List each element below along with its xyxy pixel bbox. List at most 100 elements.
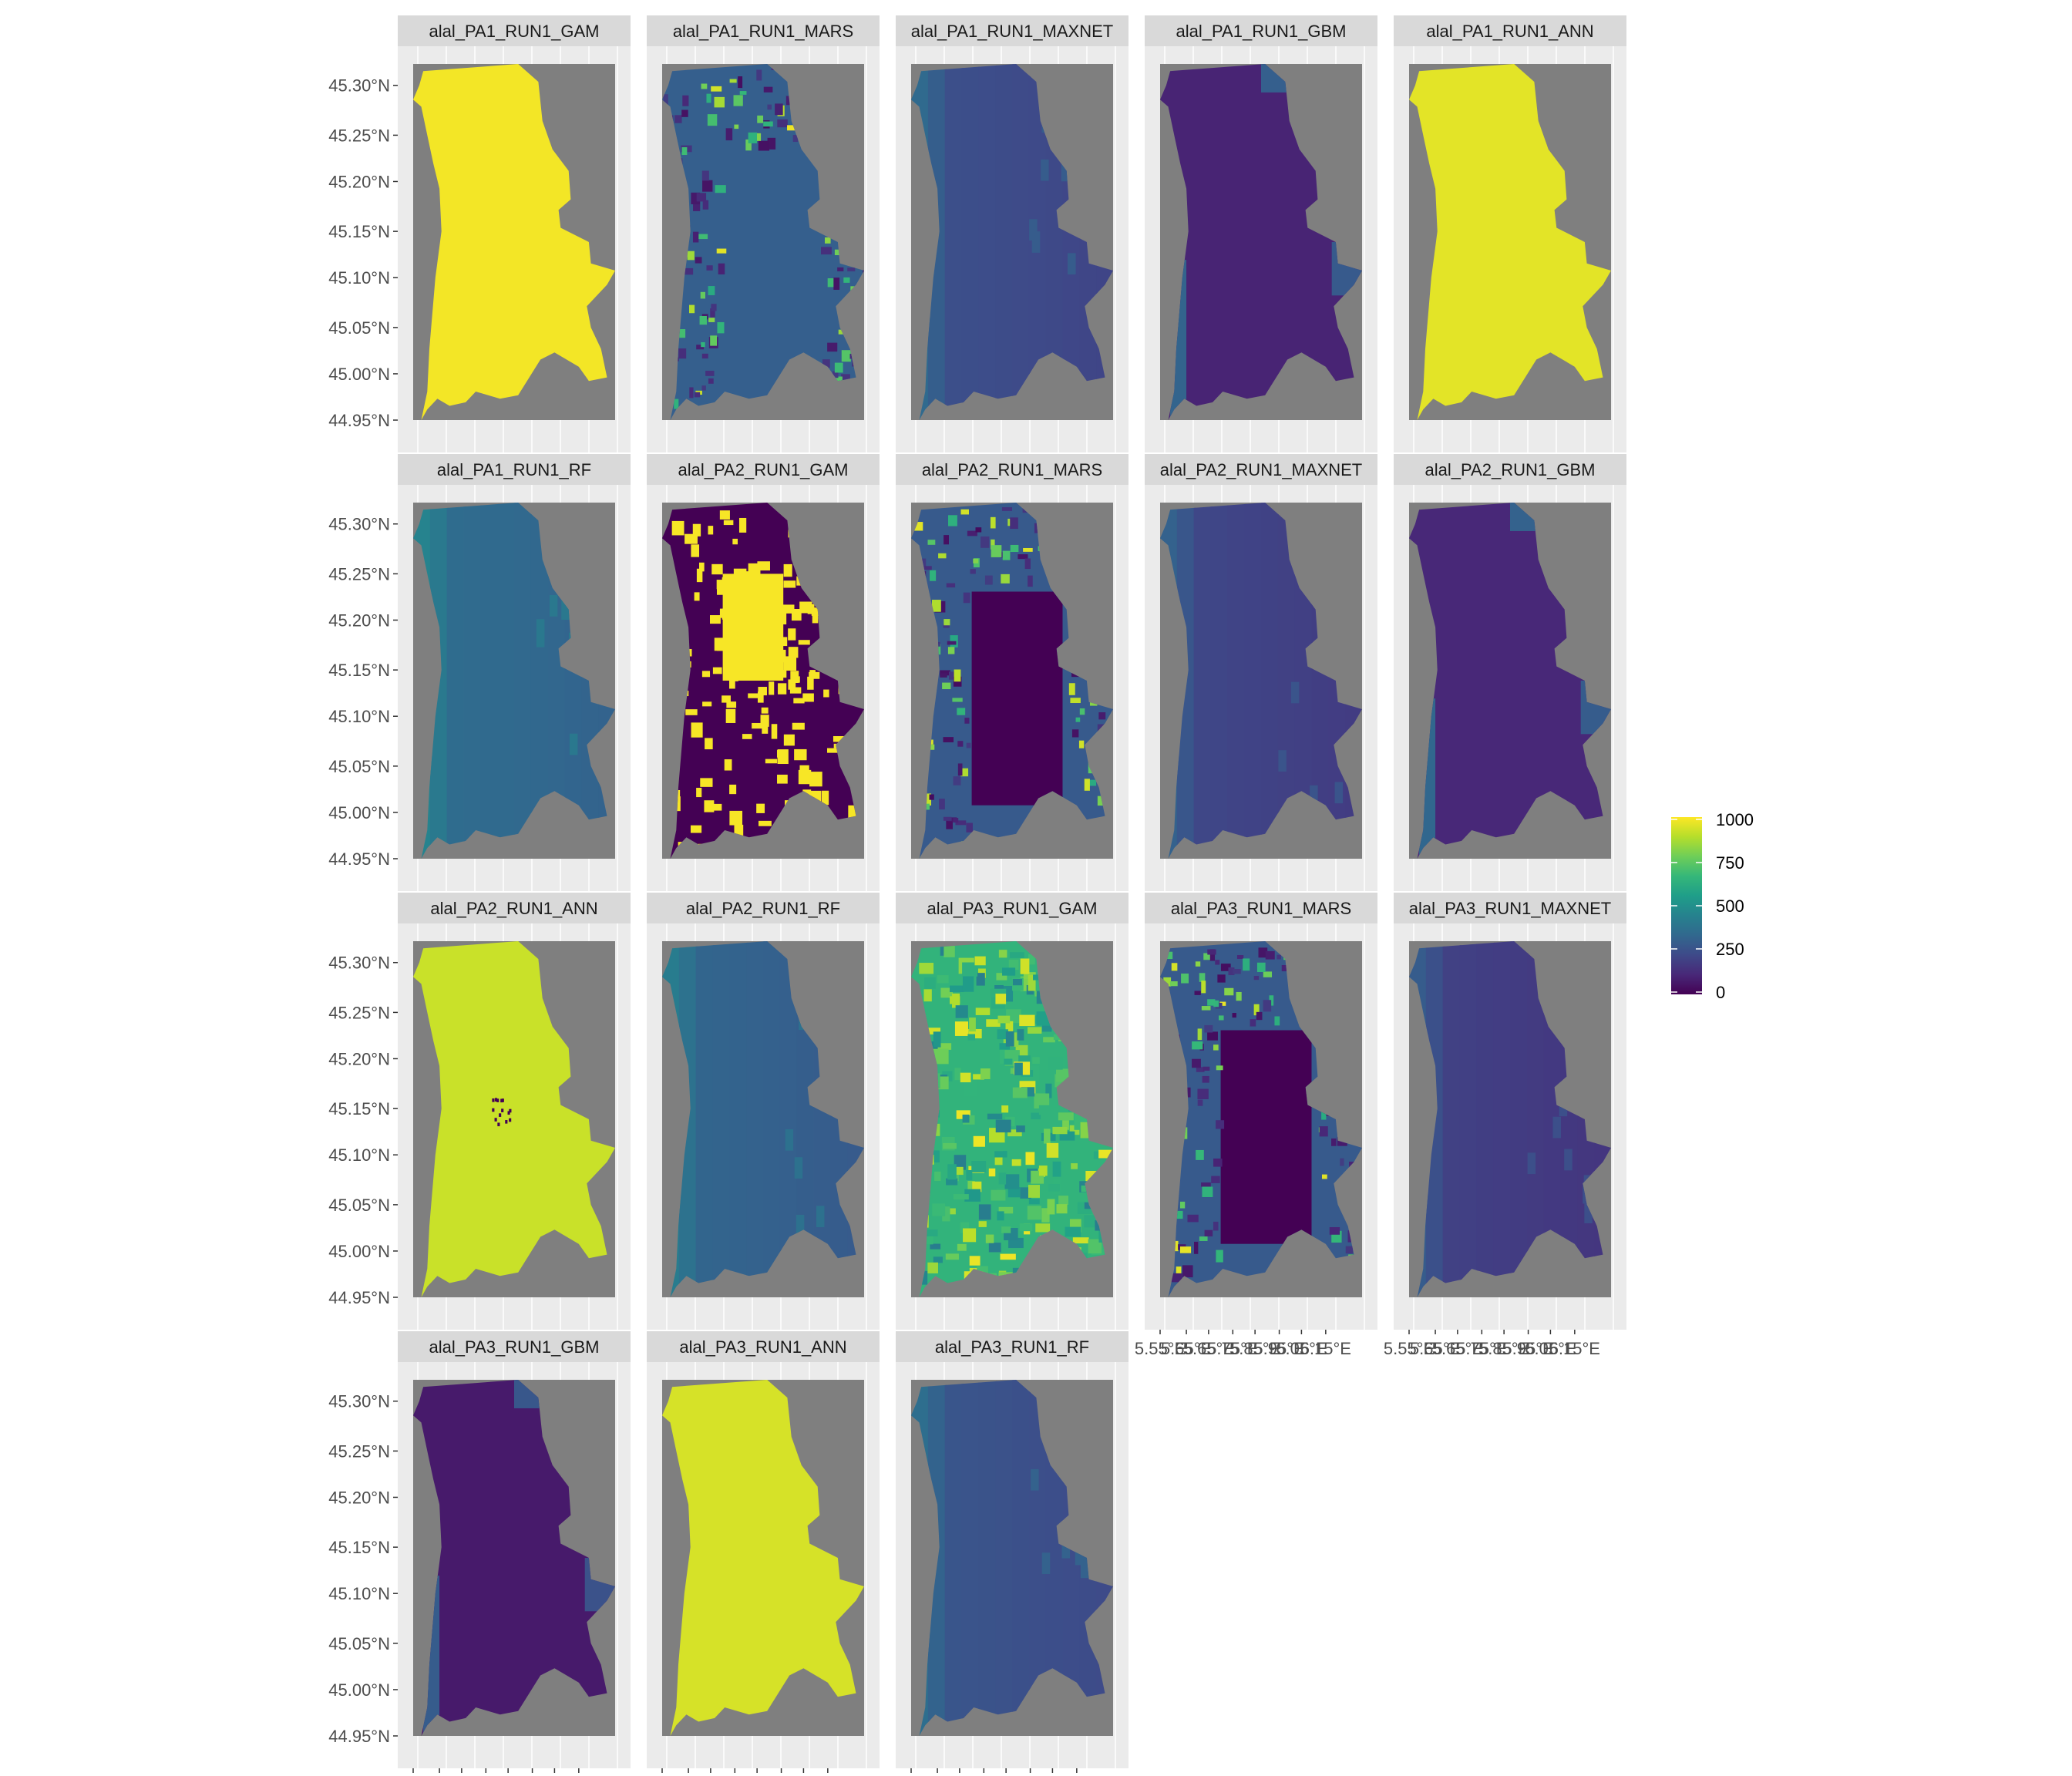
raster-cell [942,1206,950,1222]
raster-band [1510,941,1529,1297]
raster-cell [788,647,799,658]
raster-band [1476,941,1495,1297]
raster-cell [927,1028,941,1035]
raster-cell [715,185,726,193]
raster-cell [1008,959,1019,970]
raster-cell [919,963,934,974]
raster-cell [1274,1016,1280,1026]
raster-cell [1088,1239,1102,1254]
raster-cell [788,628,796,641]
facet-panel: alal_PA3_RUN1_MARS 5.55°E5.65°E5.65°E5.75… [1135,893,1377,1358]
facet-strip-label: alal_PA3_RUN1_GAM [927,899,1098,918]
raster-cell [496,1098,500,1102]
raster-cell [1032,1057,1040,1064]
raster-cell [1196,1149,1204,1160]
raster-cell [1207,949,1216,955]
facet-strip-label: alal_PA1_RUN1_GAM [429,22,600,41]
raster-cell [681,146,688,156]
raster-cell [1163,977,1172,987]
raster-patch [1061,1536,1071,1559]
raster-cell [758,140,770,151]
raster-core [1220,1030,1312,1244]
raster-cell [1197,1088,1209,1099]
raster-patch [1061,160,1070,182]
raster-cell [1071,1163,1078,1169]
raster-band [695,941,715,1297]
raster-cell [1211,1176,1220,1183]
facet-panel: alal_PA2_RUN1_GBM [1394,454,1626,891]
raster-cell [843,277,850,283]
raster-cell [821,247,832,255]
colorbar-tick-label: 250 [1716,940,1744,959]
raster-cell [500,1098,503,1103]
raster-cell [971,1161,987,1172]
raster-cell [725,128,733,141]
raster-cell [1233,968,1241,974]
raster-cell [788,679,796,690]
raster-cell [821,790,829,806]
raster-cell [1209,949,1216,961]
raster-cell [1340,1158,1344,1166]
raster-cell [1207,1031,1218,1041]
raster-cell [1071,729,1079,738]
x-tick-label: 5.85°E [1478,1339,1529,1358]
y-tick-label: 45.30°N [328,76,390,96]
raster-cell [1038,1105,1051,1115]
raster-cell [1028,575,1033,587]
raster-cell [745,139,752,151]
raster-cell [929,744,935,750]
facet-strip [647,15,880,46]
raster-patch [794,1157,803,1179]
raster-cell [1005,1031,1014,1047]
raster-cell [963,592,970,604]
raster-cell [663,94,668,106]
facet-strip [1394,454,1626,485]
raster-cell [1263,971,1273,977]
raster-cell [827,278,836,288]
raster-cell [777,774,788,784]
raster-cell [769,681,775,695]
raster-cell [734,824,744,837]
raster-cell [714,96,725,108]
raster-cell [1171,1273,1182,1283]
raster-cell [1097,796,1105,806]
x-tick-label: 5.65°E [1183,1339,1234,1358]
raster-cell [964,718,970,724]
raster-cell [702,200,709,210]
raster-band [961,64,980,420]
raster-cell [708,526,714,535]
raster-cell [691,722,703,738]
raster-cell [791,609,802,621]
raster-cell [1265,950,1275,960]
raster-cell [1194,991,1201,995]
raster-cell [994,1151,1003,1166]
raster-cell [1086,779,1097,786]
raster-cell [676,328,686,338]
raster-band [514,503,533,859]
raster-cell [997,1029,1008,1040]
raster-cell [738,517,747,533]
raster-patch [1310,785,1318,807]
facet-strip [1394,15,1626,46]
raster-cell [757,691,764,703]
facet-panel: alal_PA2_RUN1_RF [647,893,880,1330]
y-tick-label: 45.10°N [328,1584,390,1603]
raster-cell [1202,1066,1210,1071]
raster-cell [812,611,819,624]
raster-cell [963,1228,977,1243]
raster-cell [973,558,979,563]
raster-cell [978,1204,991,1220]
raster-cell [1008,1237,1024,1249]
raster-cell [957,708,966,715]
raster-cell [1236,955,1244,959]
raster-cell [681,109,688,117]
x-tick-label: 5.95°E [1502,1339,1553,1358]
raster-cell [996,973,1007,980]
raster-cell [946,1178,958,1186]
facet-panel: alal_PA2_RUN1_ANN 45.30°N 45.25°N 45.20°N 45… [328,893,631,1330]
y-tick-label: 45.30°N [328,515,390,534]
raster-cell [1028,1199,1040,1205]
y-tick-label: 45.25°N [328,1441,390,1461]
raster-cell [934,1171,941,1182]
raster-cell [671,520,684,536]
